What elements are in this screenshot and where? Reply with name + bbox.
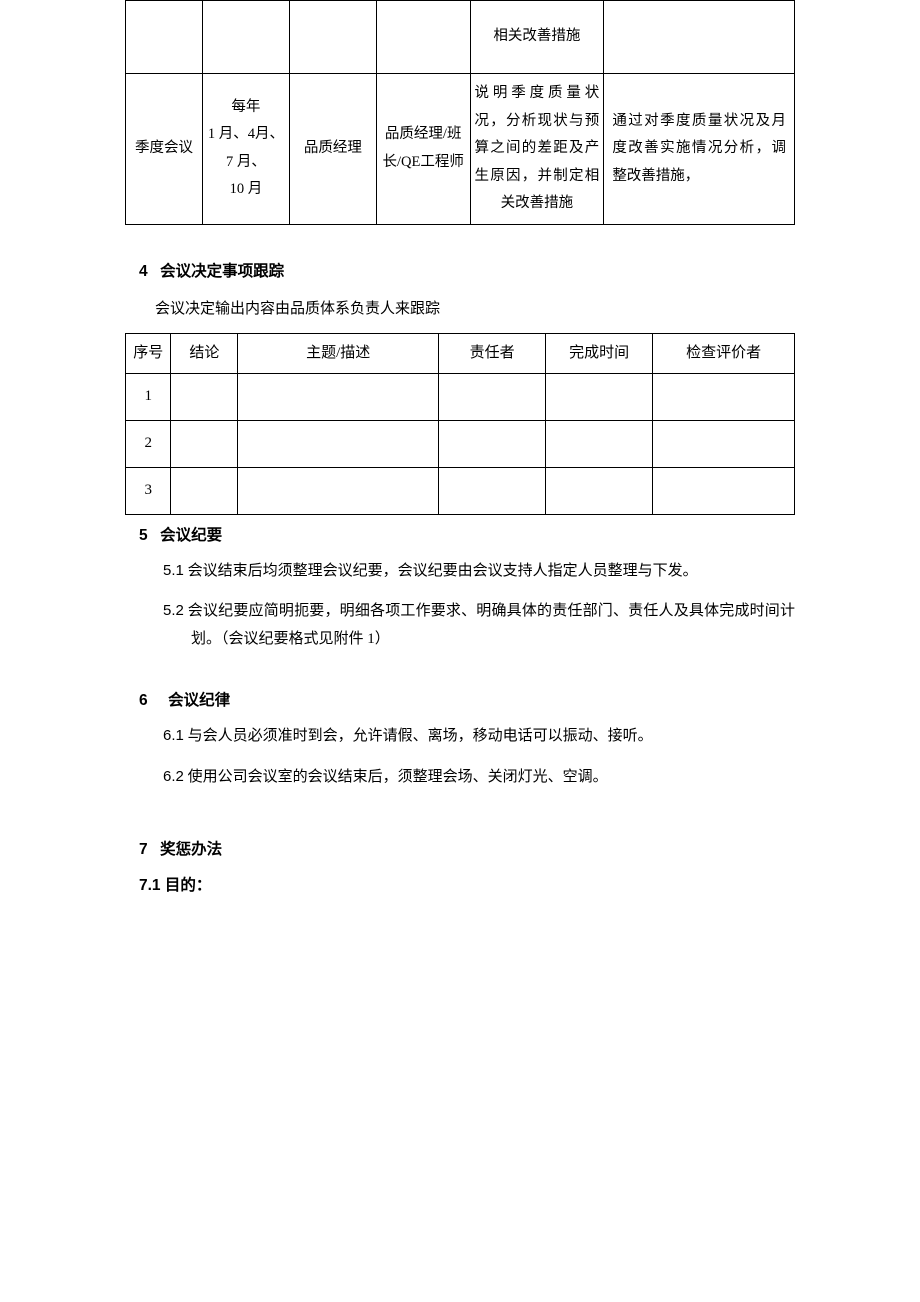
meeting-schedule-table: 相关改善措施 季度会议 每年 1 月、4月、 7 月、 10 月 品质经理 品质… — [125, 0, 795, 225]
table-row: 相关改善措施 — [126, 1, 795, 74]
section-5: 5 会议纪要 — [125, 523, 795, 545]
cell-empty — [546, 373, 653, 420]
cell-host: 品质经理 — [289, 74, 376, 225]
cell-seq: 3 — [126, 467, 171, 514]
section-7: 7 奖惩办法 — [125, 837, 795, 859]
cell-empty — [546, 420, 653, 467]
tracking-table: 序号 结论 主题/描述 责任者 完成时间 检查评价者 1 2 — [125, 333, 795, 515]
col-header: 责任者 — [439, 334, 546, 374]
table-row: 2 — [126, 420, 795, 467]
col-header: 检查评价者 — [653, 334, 795, 374]
section-title: 会议纪律 — [168, 688, 230, 710]
cell-empty — [439, 373, 546, 420]
cell-empty — [653, 420, 795, 467]
item-text: 会议结束后均须整理会议纪要，会议纪要由会议支持人指定人员整理与下发。 — [188, 563, 698, 579]
table-row: 3 — [126, 467, 795, 514]
cell-empty — [376, 1, 470, 74]
cell-empty — [653, 467, 795, 514]
col-header: 主题/描述 — [238, 334, 439, 374]
cell-empty — [171, 467, 238, 514]
cell-empty — [546, 467, 653, 514]
cell-empty — [238, 373, 439, 420]
section-6: 6 会议纪律 — [125, 688, 795, 710]
section-number: 4 — [139, 263, 148, 281]
table-row: 季度会议 每年 1 月、4月、 7 月、 10 月 品质经理 品质经理/班长/Q… — [126, 74, 795, 225]
table-header-row: 序号 结论 主题/描述 责任者 完成时间 检查评价者 — [126, 334, 795, 374]
section-number: 6 — [139, 692, 148, 710]
item-number: 6.1 — [163, 727, 184, 744]
cell-input: 说明季度质量状况，分析现状与预算之间的差距及产生原因，并制定相关改善措施 — [470, 74, 604, 225]
cell-attendees: 品质经理/班长/QE工程师 — [376, 74, 470, 225]
item-number: 6.2 — [163, 768, 184, 785]
cell-empty — [171, 373, 238, 420]
section-number: 5 — [139, 527, 148, 545]
cell-empty — [604, 1, 795, 74]
cell-empty — [126, 1, 203, 74]
cell-time: 每年 1 月、4月、 7 月、 10 月 — [202, 74, 289, 225]
list-item: 5.1 会议结束后均须整理会议纪要，会议纪要由会议支持人指定人员整理与下发。 — [125, 557, 795, 586]
item-text: 使用公司会议室的会议结束后，须整理会场、关闭灯光、空调。 — [188, 769, 608, 785]
cell-meeting-type: 季度会议 — [126, 74, 203, 225]
item-number: 5.2 — [163, 602, 184, 619]
cell-content: 相关改善措施 — [470, 1, 604, 74]
section-title: 会议决定事项跟踪 — [160, 259, 284, 281]
section-body: 会议决定输出内容由品质体系负责人来跟踪 — [125, 295, 795, 324]
cell-empty — [439, 467, 546, 514]
item-number: 5.1 — [163, 562, 184, 579]
subsection-7-1: 7.1 目的： — [139, 873, 795, 895]
col-header: 序号 — [126, 334, 171, 374]
document-page: 相关改善措施 季度会议 每年 1 月、4月、 7 月、 10 月 品质经理 品质… — [0, 0, 920, 1302]
section-4: 4 会议决定事项跟踪 会议决定输出内容由品质体系负责人来跟踪 — [125, 259, 795, 324]
item-text: 与会人员必须准时到会，允许请假、离场，移动电话可以振动、接听。 — [188, 728, 653, 744]
section-title: 会议纪要 — [160, 523, 222, 545]
cell-output: 通过对季度质量状况及月度改善实施情况分析，调整改善措施， — [604, 74, 795, 225]
cell-empty — [238, 420, 439, 467]
cell-empty — [238, 467, 439, 514]
table-row: 1 — [126, 373, 795, 420]
col-header: 结论 — [171, 334, 238, 374]
item-text: 会议纪要应简明扼要，明细各项工作要求、明确具体的责任部门、责任人及具体完成时间计… — [188, 603, 795, 647]
col-header: 完成时间 — [546, 334, 653, 374]
section-title: 奖惩办法 — [160, 837, 222, 859]
list-item: 6.1 与会人员必须准时到会，允许请假、离场，移动电话可以振动、接听。 — [125, 722, 795, 751]
cell-empty — [202, 1, 289, 74]
section-number: 7 — [139, 841, 148, 859]
cell-empty — [289, 1, 376, 74]
cell-empty — [439, 420, 546, 467]
cell-seq: 2 — [126, 420, 171, 467]
cell-seq: 1 — [126, 373, 171, 420]
cell-empty — [653, 373, 795, 420]
cell-empty — [171, 420, 238, 467]
list-item: 5.2 会议纪要应简明扼要，明细各项工作要求、明确具体的责任部门、责任人及具体完… — [125, 597, 795, 654]
list-item: 6.2 使用公司会议室的会议结束后，须整理会场、关闭灯光、空调。 — [125, 763, 795, 792]
